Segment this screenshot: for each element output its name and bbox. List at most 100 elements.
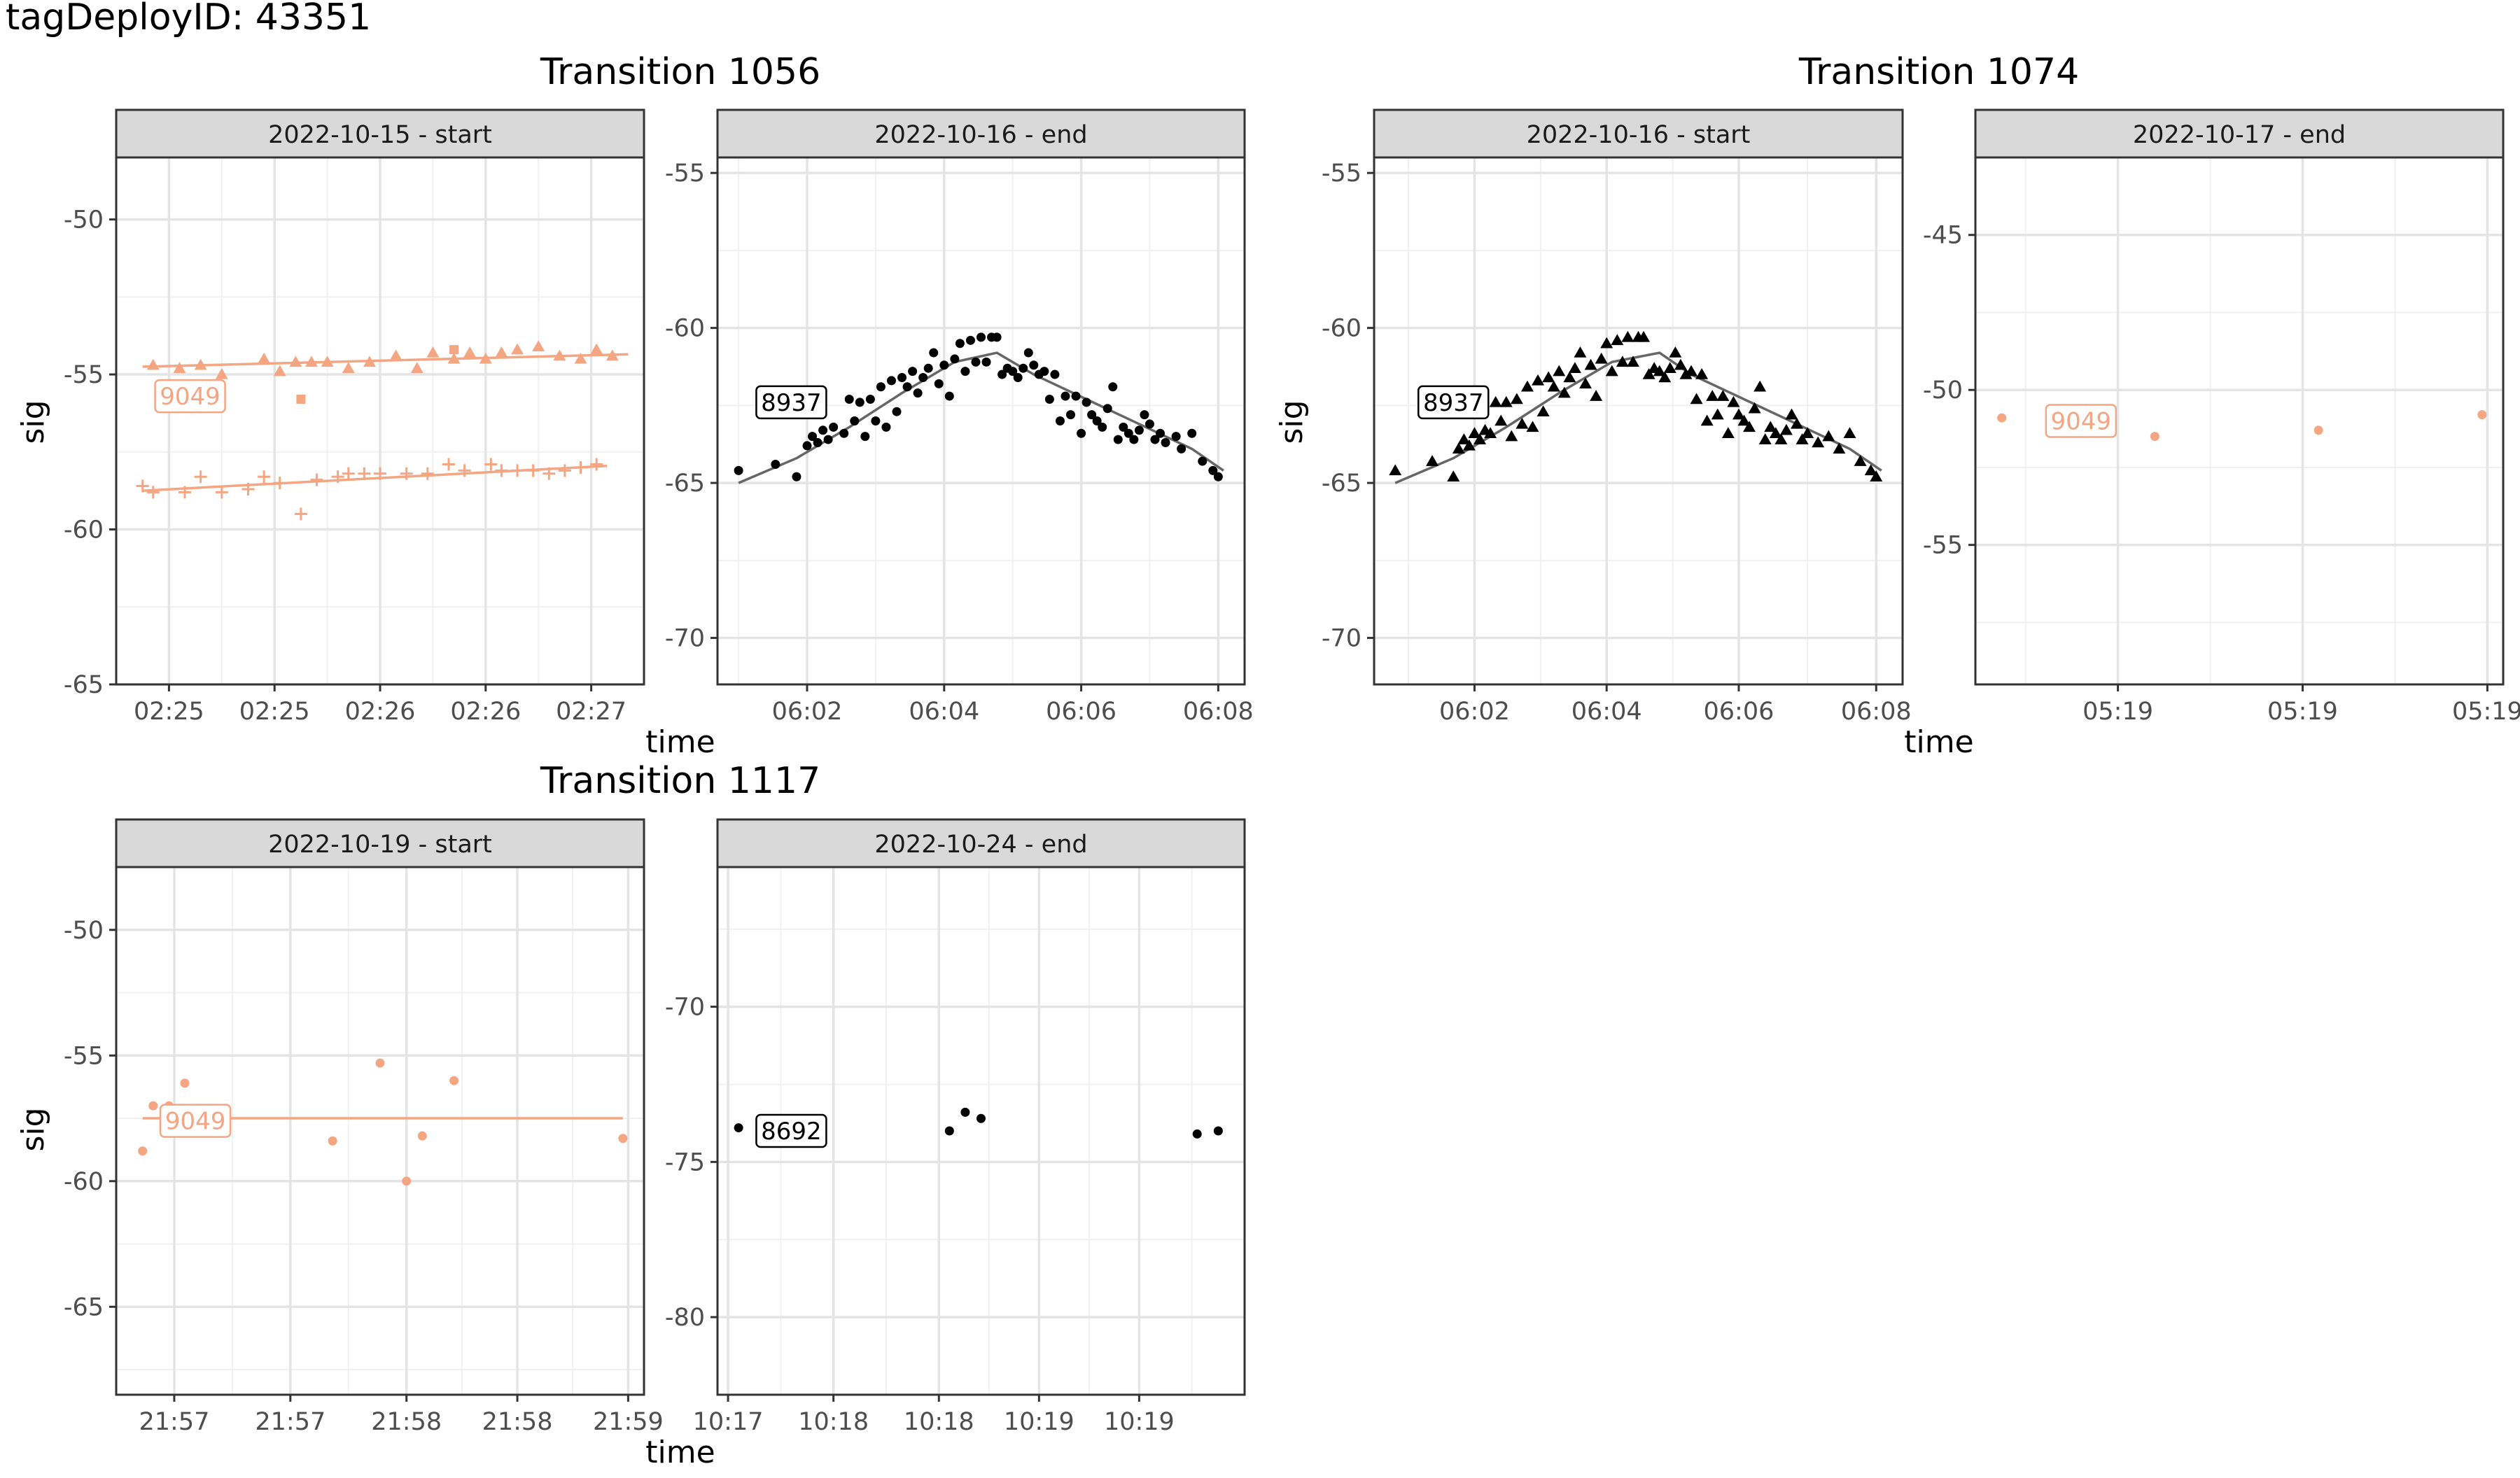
data-point [294, 507, 307, 521]
data-point [389, 349, 402, 361]
data-point [1532, 374, 1545, 386]
data-point [1008, 367, 1018, 376]
data-point [1452, 442, 1465, 454]
data-point [363, 356, 376, 367]
data-point [1700, 414, 1714, 426]
data-point [180, 1078, 190, 1088]
data-point [447, 352, 461, 364]
data-point [1192, 1129, 1202, 1139]
data-point [881, 422, 891, 432]
series-label-box [755, 385, 827, 420]
data-point [1568, 362, 1581, 373]
series-label-text: 9049 [160, 383, 220, 411]
data-point [850, 416, 860, 425]
series-label-text: 8692 [761, 1118, 822, 1146]
y-tick-label: -80 [665, 1304, 705, 1332]
facet-strip [115, 818, 645, 868]
data-point [1066, 410, 1076, 420]
data-point [1758, 433, 1772, 444]
y-tick-label: -75 [665, 1148, 705, 1176]
series-label-text: 9049 [165, 1108, 226, 1136]
data-point [1213, 472, 1223, 481]
data-point [1748, 402, 1761, 414]
data-point [1108, 382, 1118, 392]
data-point [1870, 470, 1883, 481]
data-point [178, 486, 192, 499]
y-tick-label: -65 [1322, 470, 1362, 498]
data-point [1055, 416, 1065, 425]
data-point [1769, 427, 1782, 438]
facet-strip-label: 2022-10-16 - start [1527, 121, 1751, 149]
data-point [532, 340, 545, 351]
y-tick-label: -55 [64, 361, 104, 389]
data-point [1653, 365, 1666, 376]
series-label-box [2045, 404, 2118, 438]
data-point [1187, 428, 1197, 438]
x-tick-label: 21:59 [593, 1408, 664, 1436]
data-point [844, 394, 854, 404]
data-point [976, 332, 986, 342]
x-tick-label: 10:19 [1004, 1408, 1074, 1436]
data-point [273, 477, 286, 490]
data-point [618, 1134, 628, 1143]
data-point [860, 432, 870, 442]
gridlines [1374, 157, 1903, 684]
data-point [1584, 358, 1597, 370]
data-point [976, 1113, 986, 1123]
series-label-box [755, 1113, 827, 1148]
data-point [1690, 393, 1703, 404]
data-point [897, 372, 907, 382]
data-point [1679, 368, 1693, 379]
data-point [1605, 365, 1618, 376]
facet-strip-label: 2022-10-16 - end [874, 121, 1087, 149]
x-tick-label: 06:06 [1704, 698, 1774, 726]
data-point [590, 458, 603, 471]
data-point [1474, 433, 1486, 444]
series-8937: 8937 [734, 332, 1224, 484]
data-point [331, 470, 344, 484]
data-point [1737, 414, 1751, 426]
data-point [484, 458, 498, 471]
data-point [1144, 419, 1154, 429]
data-point [449, 345, 459, 355]
data-point [1134, 425, 1144, 435]
data-point [310, 473, 323, 486]
x-tick-label: 02:27 [556, 698, 626, 726]
axes: 21:57 21:57 21:58 21:58 21:59 -65 -60 -55 -50 sig [15, 917, 664, 1436]
data-point [542, 467, 556, 480]
data-point [215, 486, 228, 499]
data-point [1822, 430, 1835, 442]
data-point [871, 416, 881, 425]
data-point [426, 346, 440, 358]
x-tick-label: 02:26 [450, 698, 521, 726]
data-point [2150, 432, 2160, 442]
data-point [876, 382, 886, 392]
y-tick-label: -50 [64, 917, 104, 945]
data-point [1161, 438, 1170, 448]
group-title-transition-1074: Transition 1074 [1798, 51, 2079, 93]
plot-area [1374, 157, 1903, 684]
series-8692: 8692 [734, 1107, 1223, 1148]
y-tick-label: -65 [64, 1293, 104, 1321]
data-point [1663, 362, 1676, 373]
data-point [839, 428, 849, 438]
data-point [1674, 358, 1687, 370]
data-point [1558, 386, 1571, 398]
data-point [1447, 470, 1460, 481]
facet-strip [716, 108, 1246, 159]
data-point [194, 358, 207, 370]
data-point [146, 486, 160, 499]
data-point [194, 470, 207, 484]
data-point [215, 368, 228, 379]
data-point [960, 367, 970, 376]
data-point [929, 348, 939, 358]
data-point [960, 1107, 970, 1117]
y-tick-label: -55 [1923, 532, 1963, 560]
data-point [1119, 422, 1128, 432]
y-tick-label: -70 [665, 625, 705, 653]
data-point [574, 352, 587, 364]
data-point [1426, 455, 1439, 466]
x-tick-label: 10:18 [904, 1408, 974, 1436]
data-point [1611, 334, 1624, 346]
